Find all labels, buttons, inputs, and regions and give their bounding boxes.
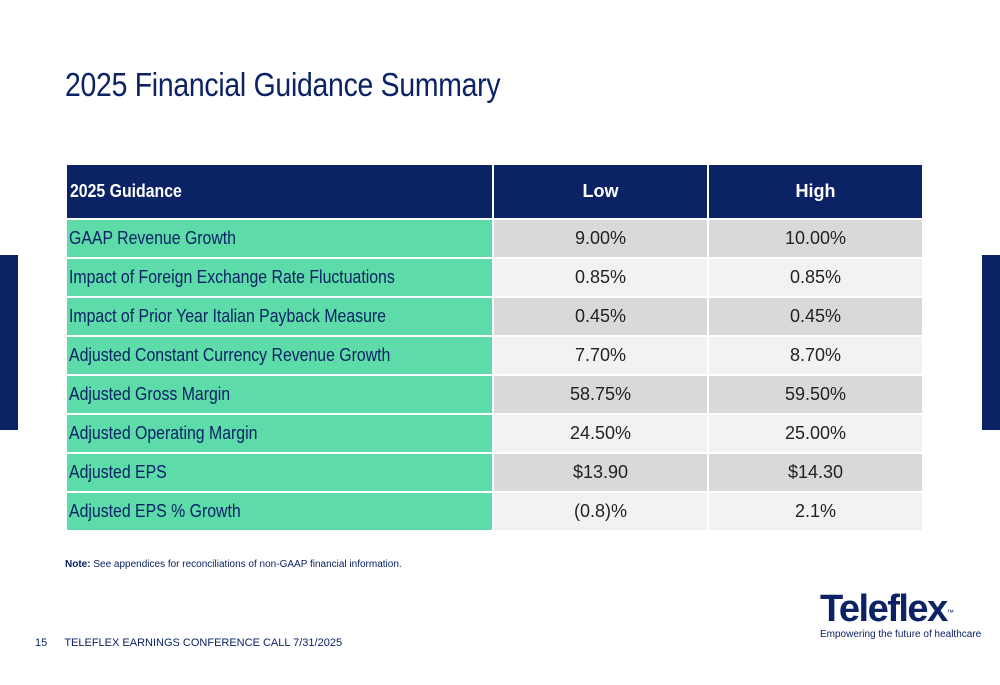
table-row: GAAP Revenue Growth 9.00% 10.00%	[65, 218, 924, 259]
table-row: Adjusted Constant Currency Revenue Growt…	[65, 335, 924, 376]
header-text: Low	[582, 181, 619, 201]
cell-text: 0.45%	[789, 306, 842, 326]
cell-text: Impact of Foreign Exchange Rate Fluctuat…	[69, 267, 395, 287]
cell-text: 2.1%	[794, 501, 837, 521]
footer: 15 TELEFLEX EARNINGS CONFERENCE CALL 7/3…	[35, 637, 342, 649]
row-label: Impact of Prior Year Italian Payback Mea…	[65, 296, 494, 337]
value-cell: 0.85%	[707, 257, 924, 298]
row-label: GAAP Revenue Growth	[65, 218, 494, 259]
cell-text: $13.90	[572, 462, 629, 482]
cell-text: Adjusted Constant Currency Revenue Growt…	[69, 345, 391, 365]
logo: Teleflex™ Empowering the future of healt…	[820, 588, 982, 640]
logo-tagline: Empowering the future of healthcare	[820, 629, 982, 640]
cell-text: Adjusted Operating Margin	[69, 423, 258, 443]
logo-tm: ™	[946, 609, 954, 617]
note-text: See appendices for reconciliations of no…	[93, 559, 402, 570]
table-row: Impact of Foreign Exchange Rate Fluctuat…	[65, 257, 924, 298]
page-number: 15	[35, 637, 48, 649]
cell-text: 25.00%	[784, 423, 847, 443]
note: Note: See appendices for reconciliations…	[65, 559, 402, 570]
cell-text: 7.70%	[574, 345, 627, 365]
table-row: Adjusted Gross Margin 58.75% 59.50%	[65, 374, 924, 415]
table-row: Adjusted EPS $13.90 $14.30	[65, 452, 924, 493]
value-cell: 59.50%	[707, 374, 924, 415]
table-row: Adjusted Operating Margin 24.50% 25.00%	[65, 413, 924, 454]
cell-text: 10.00%	[784, 228, 847, 248]
value-cell: 24.50%	[492, 413, 709, 454]
cell-text: Adjusted EPS % Growth	[69, 501, 241, 521]
value-cell: 9.00%	[492, 218, 709, 259]
value-cell: 25.00%	[707, 413, 924, 454]
value-cell: $13.90	[492, 452, 709, 493]
cell-text: Adjusted Gross Margin	[69, 384, 231, 404]
value-cell: (0.8)%	[492, 491, 709, 532]
cell-text: 8.70%	[789, 345, 842, 365]
header-cell: 2025 Guidance	[65, 163, 494, 220]
row-label: Adjusted Constant Currency Revenue Growt…	[65, 335, 494, 376]
value-cell: 8.70%	[707, 335, 924, 376]
cell-text: (0.8)%	[573, 501, 627, 521]
row-label: Adjusted Gross Margin	[65, 374, 494, 415]
table-row: Impact of Prior Year Italian Payback Mea…	[65, 296, 924, 337]
cell-text: 9.00%	[574, 228, 627, 248]
side-bar	[0, 255, 18, 430]
cell-text: 0.85%	[574, 267, 627, 287]
header-text: High	[795, 181, 836, 201]
row-label: Adjusted Operating Margin	[65, 413, 494, 454]
header-text: 2025 Guidance	[70, 181, 182, 201]
row-label: Adjusted EPS % Growth	[65, 491, 494, 532]
cell-text: 59.50%	[784, 384, 847, 404]
value-cell: 0.45%	[492, 296, 709, 337]
cell-text: Impact of Prior Year Italian Payback Mea…	[69, 306, 386, 326]
value-cell: 10.00%	[707, 218, 924, 259]
cell-text: 0.85%	[789, 267, 842, 287]
side-bar	[982, 255, 1000, 430]
logo-name: Teleflex	[820, 588, 948, 630]
row-label: Impact of Foreign Exchange Rate Fluctuat…	[65, 257, 494, 298]
value-cell: $14.30	[707, 452, 924, 493]
cell-text: GAAP Revenue Growth	[69, 228, 236, 248]
header-cell: Low	[492, 163, 709, 220]
cell-text: 24.50%	[569, 423, 632, 443]
header-cell: High	[707, 163, 924, 220]
value-cell: 7.70%	[492, 335, 709, 376]
value-cell: 58.75%	[492, 374, 709, 415]
value-cell: 0.85%	[492, 257, 709, 298]
table-row: Adjusted EPS % Growth (0.8)% 2.1%	[65, 491, 924, 532]
cell-text: Adjusted EPS	[69, 462, 167, 482]
cell-text: 58.75%	[569, 384, 632, 404]
value-cell: 0.45%	[707, 296, 924, 337]
slide-title: 2025 Financial Guidance Summary	[65, 66, 501, 103]
cell-text: $14.30	[787, 462, 844, 482]
footer-text: TELEFLEX EARNINGS CONFERENCE CALL 7/31/2…	[64, 637, 343, 649]
note-label: Note:	[65, 559, 91, 570]
cell-text: 0.45%	[574, 306, 627, 326]
header-row: 2025 Guidance Low High	[65, 163, 924, 220]
row-label: Adjusted EPS	[65, 452, 494, 493]
value-cell: 2.1%	[707, 491, 924, 532]
guidance-table: 2025 Guidance Low High GAAP Revenue Growth…	[65, 163, 924, 532]
